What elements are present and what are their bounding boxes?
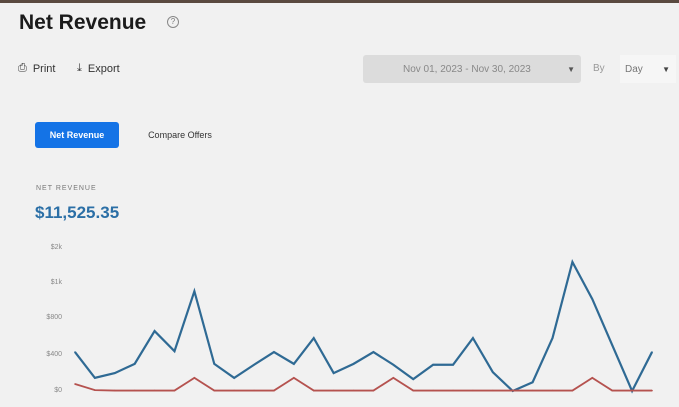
metric-label: NET REVENUE bbox=[36, 185, 97, 192]
data-point bbox=[173, 389, 176, 392]
data-point bbox=[133, 363, 136, 365]
y-tick-label: $1k bbox=[50, 279, 62, 286]
data-point bbox=[571, 261, 574, 263]
data-point bbox=[591, 377, 594, 379]
data-point bbox=[611, 344, 614, 346]
data-point bbox=[472, 337, 474, 339]
y-tick-label: $0 bbox=[54, 387, 62, 394]
data-point bbox=[233, 377, 235, 379]
data-point bbox=[153, 330, 156, 332]
data-point bbox=[74, 351, 76, 353]
data-point bbox=[432, 363, 434, 366]
y-tick-label: $2k bbox=[50, 244, 62, 251]
data-point bbox=[113, 389, 116, 392]
print-button[interactable]: ⎙ Print bbox=[18, 62, 55, 75]
tab-net-revenue[interactable]: Net Revenue bbox=[35, 122, 119, 148]
data-point bbox=[352, 389, 355, 392]
data-point bbox=[392, 363, 395, 366]
data-point bbox=[392, 377, 395, 379]
data-point bbox=[531, 389, 534, 392]
series-line-2 bbox=[74, 376, 652, 392]
date-range-select[interactable]: Nov 01, 2023 - Nov 30, 2023 ▼ bbox=[363, 55, 581, 83]
data-point bbox=[611, 389, 614, 392]
data-point bbox=[153, 389, 156, 392]
data-point bbox=[551, 389, 554, 392]
data-point bbox=[94, 389, 96, 391]
date-range-value: Nov 01, 2023 - Nov 30, 2023 bbox=[403, 63, 531, 75]
data-point bbox=[213, 363, 216, 365]
data-point bbox=[551, 337, 554, 339]
print-label: Print bbox=[32, 62, 56, 75]
data-point bbox=[312, 337, 315, 339]
data-point bbox=[631, 389, 633, 392]
print-icon: ⎙ bbox=[18, 62, 27, 74]
data-point bbox=[233, 389, 235, 392]
chevron-down-icon: ▼ bbox=[662, 64, 670, 74]
data-point bbox=[531, 381, 534, 384]
data-point bbox=[293, 377, 295, 379]
data-point bbox=[412, 389, 415, 392]
granularity-select[interactable]: Day ▼ bbox=[620, 55, 676, 83]
data-point bbox=[651, 389, 653, 392]
export-button[interactable]: ⤓ Export bbox=[77, 62, 120, 75]
data-point bbox=[213, 389, 216, 392]
data-point bbox=[94, 377, 96, 379]
granularity-value: Day bbox=[625, 63, 643, 75]
data-point bbox=[372, 389, 375, 392]
data-point bbox=[293, 363, 295, 365]
data-point bbox=[372, 351, 375, 353]
data-point bbox=[452, 363, 454, 366]
data-point bbox=[74, 383, 76, 385]
data-point bbox=[492, 389, 494, 392]
chevron-down-icon: ▼ bbox=[567, 64, 575, 74]
data-point bbox=[173, 350, 176, 352]
data-point bbox=[651, 351, 653, 353]
help-icon[interactable]: ? bbox=[167, 16, 179, 28]
data-point bbox=[273, 389, 275, 392]
data-point bbox=[492, 371, 494, 373]
data-point bbox=[193, 377, 196, 379]
window-top-edge bbox=[0, 0, 679, 3]
export-icon: ⤓ bbox=[77, 62, 82, 74]
data-point bbox=[332, 389, 335, 392]
data-point bbox=[412, 378, 415, 380]
data-point bbox=[253, 389, 255, 392]
data-point bbox=[273, 351, 275, 353]
data-point bbox=[193, 290, 196, 293]
metric-value: $11,525.35 bbox=[35, 203, 120, 222]
page-title: Net Revenue bbox=[19, 11, 147, 34]
data-point bbox=[312, 389, 315, 392]
data-point bbox=[452, 389, 454, 392]
data-point bbox=[472, 389, 474, 392]
y-tick-label: $800 bbox=[46, 314, 62, 321]
data-point bbox=[253, 363, 255, 366]
data-point bbox=[591, 298, 594, 300]
data-point bbox=[133, 389, 136, 392]
data-point bbox=[352, 363, 355, 365]
data-point bbox=[113, 372, 116, 374]
data-point bbox=[432, 389, 434, 392]
data-point bbox=[332, 372, 335, 374]
by-label: By bbox=[593, 63, 605, 74]
data-point bbox=[511, 389, 514, 392]
series-line-1 bbox=[74, 258, 653, 394]
export-label: Export bbox=[87, 62, 120, 75]
y-tick-label: $400 bbox=[46, 351, 62, 358]
data-point bbox=[571, 389, 574, 392]
tab-compare-offers[interactable]: Compare Offers bbox=[148, 130, 212, 140]
